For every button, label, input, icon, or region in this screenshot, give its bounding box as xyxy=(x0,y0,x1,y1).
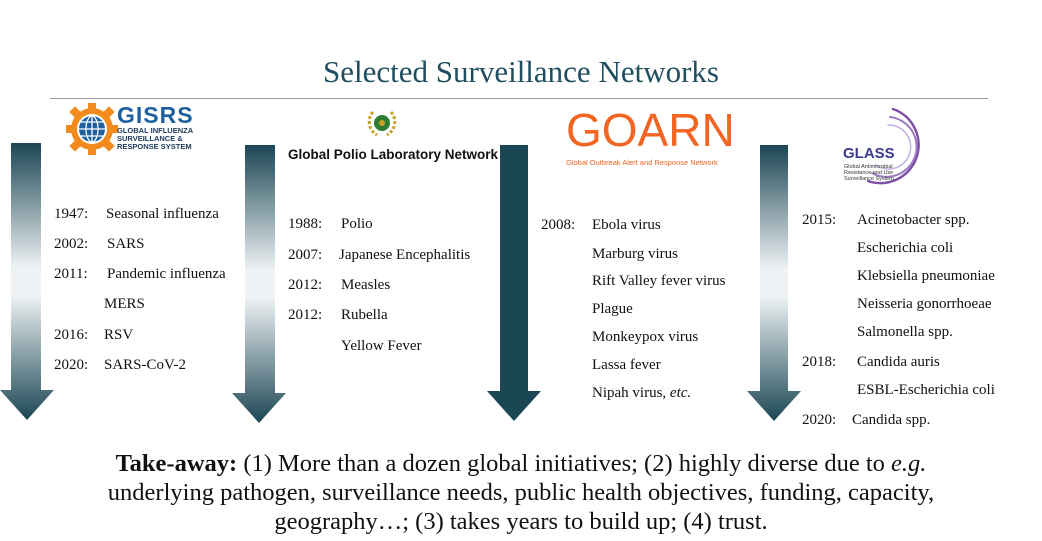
entry-pathogen: Pandemic influenza xyxy=(107,266,226,282)
gisrs-logo-title: GISRS xyxy=(117,102,194,128)
entry-pathogen: Escherichia coli xyxy=(857,240,954,256)
entry-pathogen: Measles xyxy=(341,277,391,293)
timeline-entry: Rift Valley fever virus xyxy=(592,273,725,290)
entry-pathogen: Plague xyxy=(592,301,633,317)
timeline-entry: 2020: SARS-CoV-2 xyxy=(54,357,186,374)
entry-pathogen: Candida auris xyxy=(857,354,940,370)
timeline-entry: Monkeypox virus xyxy=(592,329,698,346)
entry-pathogen: Japanese Encephalitis xyxy=(339,247,471,263)
timeline-entry: 2018: Candida auris xyxy=(802,354,940,371)
glass-logo-title: GLASS xyxy=(843,145,895,162)
goarn-logo-subtitle: Global Outbreak Alert and Response Netwo… xyxy=(566,158,718,167)
entry-year: 2015: xyxy=(802,212,837,228)
entry-pathogen: ESBL-Escherichia coli xyxy=(857,382,995,398)
timeline-entry: Yellow Fever xyxy=(341,338,422,355)
entry-year: 2008: xyxy=(541,217,576,233)
timeline-entry: Lassa fever xyxy=(592,357,661,374)
entry-year: 2016: xyxy=(54,327,89,343)
goarn-logo-title: GOARN xyxy=(566,104,735,156)
takeaway-eg: e.g. xyxy=(891,450,927,477)
entry-year: 2002: xyxy=(54,236,89,252)
glass-rings-icon xyxy=(866,107,920,185)
timeline-entry: Klebsiella pneumoniae xyxy=(857,268,995,285)
polio-laurel-emblem-icon xyxy=(367,110,397,137)
timeline-arrow-goarn xyxy=(487,145,541,421)
entry-pathogen: Neisseria gonorrhoeae xyxy=(857,296,992,312)
timeline-entry: 1947: Seasonal influenza xyxy=(54,206,219,223)
takeaway-line-2: underlying pathogen, surveillance needs,… xyxy=(107,479,935,506)
timeline-entry: 1988: Polio xyxy=(288,216,373,233)
timeline-entry: Marburg virus xyxy=(592,246,678,263)
entry-pathogen: SARS-CoV-2 xyxy=(104,357,186,373)
timeline-entry: 2011: Pandemic influenza xyxy=(54,266,226,283)
timeline-entry: Escherichia coli xyxy=(857,240,953,257)
timeline-entry: 2012: Measles xyxy=(288,277,390,294)
timeline-entry: 2002: SARS xyxy=(54,236,145,253)
entry-year: 1988: xyxy=(288,216,323,232)
page-title: Selected Surveillance Networks xyxy=(323,54,719,89)
timeline-entry: 2015: Acinetobacter spp. xyxy=(802,212,969,229)
entry-year: 1947: xyxy=(54,206,89,222)
entry-year: 2012: xyxy=(288,307,323,323)
takeaway-line-1: Take-away: (1) More than a dozen global … xyxy=(0,449,1042,478)
timeline-entry: 2008: Ebola virus xyxy=(541,217,661,234)
entry-pathogen: Polio xyxy=(341,216,373,232)
entry-pathogen: Monkeypox virus xyxy=(592,329,699,345)
timeline-entry: MERS xyxy=(104,296,145,313)
entry-pathogen: RSV xyxy=(104,327,134,343)
timeline-arrow-gisrs xyxy=(0,143,54,420)
entry-pathogen: Acinetobacter spp. xyxy=(857,212,970,228)
entry-year: 2020: xyxy=(802,412,837,428)
gisrs-logo-subtitle-3: RESPONSE SYSTEM xyxy=(117,142,192,151)
entry-year: 2007: xyxy=(288,247,323,263)
gisrs-logo: GISRS GLOBAL INFLUENZA SURVEILLANCE & RE… xyxy=(117,104,194,151)
gisrs-logo-subtitle-1: GLOBAL INFLUENZA xyxy=(117,126,194,135)
entry-year: 2020: xyxy=(54,357,89,373)
timeline-entry: 2016: RSV xyxy=(54,327,133,344)
timeline-entry: 2007: Japanese Encephalitis xyxy=(288,247,470,264)
entry-pathogen: Ebola virus xyxy=(592,217,661,233)
entry-pathogen: Salmonella spp. xyxy=(857,324,953,340)
entry-pathogen: Nipah virus, xyxy=(592,385,670,401)
glass-logo-subtitle-3: Surveillance System xyxy=(844,176,894,182)
entry-pathogen: Lassa fever xyxy=(592,357,661,373)
takeaway-line-3: geography…; (3) takes years to build up;… xyxy=(274,508,768,535)
gisrs-logo-subtitle-2: SURVEILLANCE & xyxy=(117,134,183,143)
timeline-entry: 2020: Candida spp. xyxy=(802,412,930,429)
entry-pathogen: Yellow Fever xyxy=(341,338,422,354)
entry-year: 2011: xyxy=(54,266,88,282)
entry-pathogen: Rubella xyxy=(341,307,388,323)
entry-pathogen: MERS xyxy=(104,296,145,312)
entry-pathogen: SARS xyxy=(107,236,145,252)
gisrs-gear-globe-icon xyxy=(66,103,118,155)
entry-pathogen: Seasonal influenza xyxy=(106,206,219,222)
timeline-entry: Salmonella spp. xyxy=(857,324,953,341)
entry-year: 2018: xyxy=(802,354,837,370)
takeaway-text: Take-away: (1) More than a dozen global … xyxy=(0,449,1042,536)
entry-pathogen: Candida spp. xyxy=(852,412,931,428)
glass-logo-subtitle: Global Antimicrobial Resistance and Use … xyxy=(844,164,894,182)
entry-pathogen: Klebsiella pneumoniae xyxy=(857,268,995,284)
timeline-entry: Nipah virus, etc. xyxy=(592,385,691,402)
takeaway-line-1-text: (1) More than a dozen global initiatives… xyxy=(237,450,892,477)
timeline-arrow-glass xyxy=(747,145,801,421)
entry-year: 2012: xyxy=(288,277,323,293)
timeline-arrow-gpln xyxy=(232,145,286,423)
entry-etc: etc. xyxy=(669,385,692,401)
glass-logo-subtitle-1: Global Antimicrobial xyxy=(844,164,893,170)
title-divider xyxy=(50,98,988,99)
timeline-entry: ESBL-Escherichia coli xyxy=(857,382,995,399)
gpln-logo-text: Global Polio Laboratory Network xyxy=(288,147,499,162)
timeline-entry: Neisseria gonorrhoeae xyxy=(857,296,992,313)
timeline-entry: Plague xyxy=(592,301,633,318)
glass-logo-subtitle-2: Resistance and Use xyxy=(844,170,894,176)
takeaway-label: Take-away: xyxy=(115,450,238,477)
timeline-entry: 2012: Rubella xyxy=(288,307,388,324)
entry-pathogen: Rift Valley fever virus xyxy=(592,273,726,289)
entry-pathogen: Marburg virus xyxy=(592,246,678,262)
